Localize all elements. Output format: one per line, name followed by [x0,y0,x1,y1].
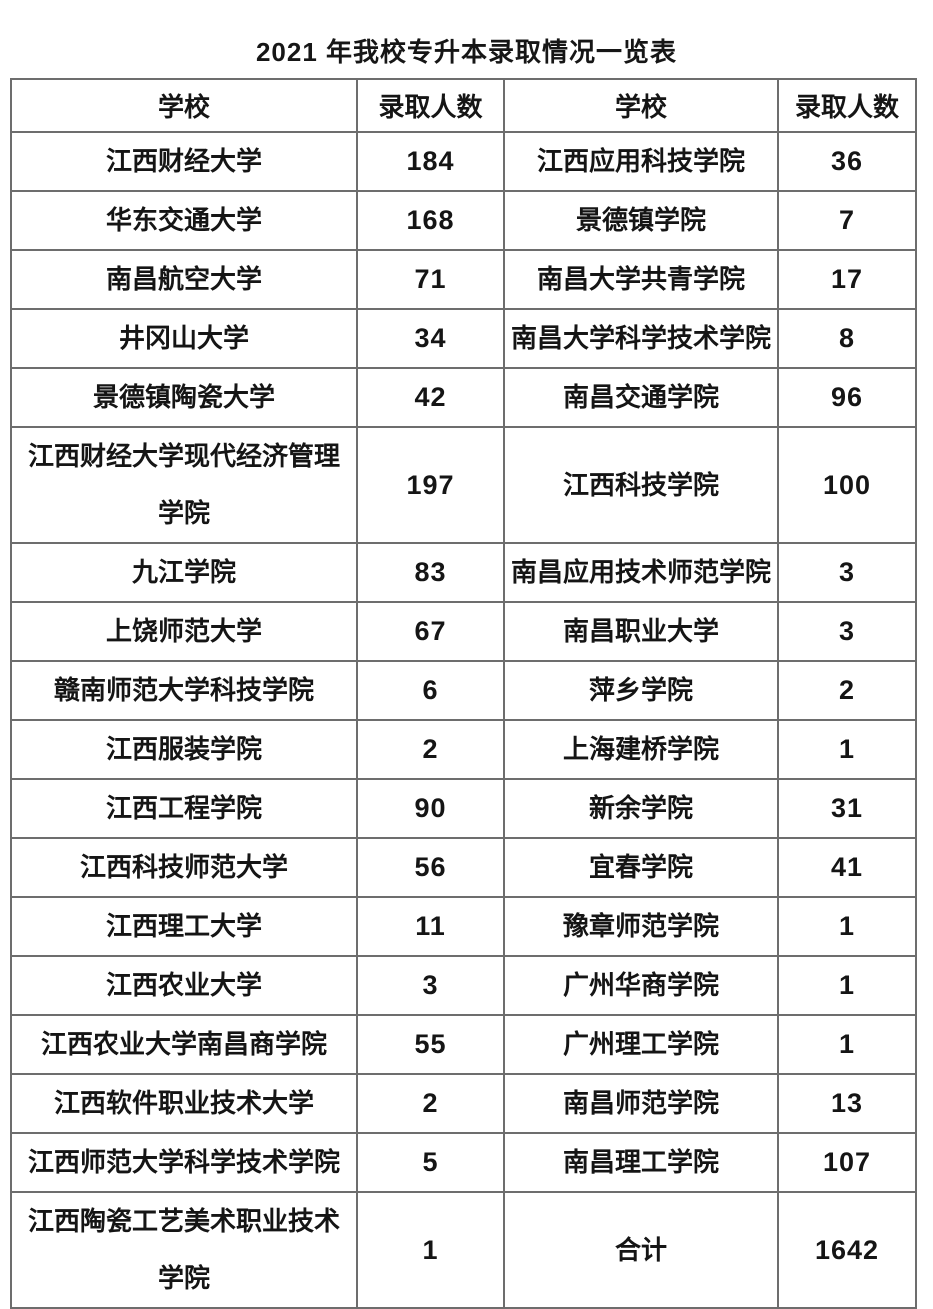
school-name-cell: 南昌大学科学技术学院 [503,308,779,369]
table-row: 南昌航空大学 71 南昌大学共青学院 17 [10,249,917,310]
admission-count-cell: 56 [356,837,505,898]
header-school-right: 学校 [503,78,779,133]
admission-count-cell: 1 [777,719,917,780]
admission-count-cell: 17 [777,249,917,310]
school-name-cell: 广州理工学院 [503,1014,779,1075]
school-name-cell: 华东交通大学 [10,190,358,251]
school-name-cell: 江西陶瓷工艺美术职业技术学院 [10,1191,358,1309]
school-name-cell: 景德镇学院 [503,190,779,251]
admission-count-cell: 197 [356,426,505,544]
school-name-cell: 萍乡学院 [503,660,779,721]
admission-count-cell: 42 [356,367,505,428]
admission-count-cell: 1 [777,1014,917,1075]
admission-count-cell: 1 [777,955,917,1016]
header-row: 学校 录取人数 学校 录取人数 [10,78,917,133]
admission-table: 学校 录取人数 学校 录取人数 江西财经大学 184 江西应用科技学院 36 华东交通大… [10,78,917,1309]
school-name-cell: 江西财经大学现代经济管理学院 [10,426,358,544]
admission-count-cell: 184 [356,131,505,192]
admission-count-cell: 2 [356,719,505,780]
table-row: 九江学院 83 南昌应用技术师范学院 3 [10,542,917,603]
admission-count-cell: 6 [356,660,505,721]
school-name-cell: 南昌理工学院 [503,1132,779,1193]
admission-count-cell: 107 [777,1132,917,1193]
table-row: 江西工程学院 90 新余学院 31 [10,778,917,839]
table-row: 井冈山大学 34 南昌大学科学技术学院 8 [10,308,917,369]
school-name-cell: 上饶师范大学 [10,601,358,662]
table-row: 江西师范大学科学技术学院 5 南昌理工学院 107 [10,1132,917,1193]
admission-count-cell: 83 [356,542,505,603]
admission-count-cell: 34 [356,308,505,369]
table-row: 赣南师范大学科技学院 6 萍乡学院 2 [10,660,917,721]
admission-count-cell: 8 [777,308,917,369]
school-name-cell: 江西软件职业技术大学 [10,1073,358,1134]
school-name-cell: 南昌航空大学 [10,249,358,310]
table-body: 江西财经大学 184 江西应用科技学院 36 华东交通大学 168 景德镇学院 7 南昌航空大学… [10,131,917,1309]
table-header: 学校 录取人数 学校 录取人数 [10,78,917,133]
admission-count-cell: 90 [356,778,505,839]
table-row: 江西财经大学现代经济管理学院 197 江西科技学院 100 [10,426,917,544]
school-name-cell: 南昌大学共青学院 [503,249,779,310]
table-row: 上饶师范大学 67 南昌职业大学 3 [10,601,917,662]
table-row: 江西软件职业技术大学 2 南昌师范学院 13 [10,1073,917,1134]
admission-count-cell: 2 [777,660,917,721]
header-count-left: 录取人数 [356,78,505,133]
admission-count-cell: 2 [356,1073,505,1134]
school-name-cell: 江西农业大学南昌商学院 [10,1014,358,1075]
school-name-cell: 江西应用科技学院 [503,131,779,192]
school-name-cell: 江西理工大学 [10,896,358,957]
school-name-cell: 江西农业大学 [10,955,358,1016]
admission-count-cell: 1 [356,1191,505,1309]
table-row: 景德镇陶瓷大学 42 南昌交通学院 96 [10,367,917,428]
admission-count-cell: 168 [356,190,505,251]
admission-count-cell: 13 [777,1073,917,1134]
total-label-cell: 合计 [503,1191,779,1309]
school-name-cell: 赣南师范大学科技学院 [10,660,358,721]
table-row: 江西服装学院 2 上海建桥学院 1 [10,719,917,780]
school-name-cell: 江西科技师范大学 [10,837,358,898]
school-name-cell: 南昌应用技术师范学院 [503,542,779,603]
admission-count-cell: 100 [777,426,917,544]
admission-count-cell: 5 [356,1132,505,1193]
school-name-cell: 广州华商学院 [503,955,779,1016]
school-name-cell: 江西工程学院 [10,778,358,839]
page-title: 2021 年我校专升本录取情况一览表 [255,37,678,67]
school-name-cell: 江西科技学院 [503,426,779,544]
admission-count-cell: 67 [356,601,505,662]
admission-count-cell: 31 [777,778,917,839]
school-name-cell: 南昌交通学院 [503,367,779,428]
school-name-cell: 江西服装学院 [10,719,358,780]
school-name-cell: 景德镇陶瓷大学 [10,367,358,428]
school-name-cell: 九江学院 [10,542,358,603]
school-name-cell: 新余学院 [503,778,779,839]
admission-count-cell: 1 [777,896,917,957]
header-count-right: 录取人数 [777,78,917,133]
admission-count-cell: 41 [777,837,917,898]
school-name-cell: 江西师范大学科学技术学院 [10,1132,358,1193]
admission-count-cell: 36 [777,131,917,192]
school-name-cell: 豫章师范学院 [503,896,779,957]
admission-count-cell: 96 [777,367,917,428]
admission-count-cell: 3 [777,542,917,603]
school-name-cell: 南昌职业大学 [503,601,779,662]
admission-count-cell: 11 [356,896,505,957]
school-name-cell: 上海建桥学院 [503,719,779,780]
admission-count-cell: 3 [777,601,917,662]
school-name-cell: 宜春学院 [503,837,779,898]
table-row: 江西农业大学南昌商学院 55 广州理工学院 1 [10,1014,917,1075]
admission-count-cell: 7 [777,190,917,251]
table-row: 江西农业大学 3 广州华商学院 1 [10,955,917,1016]
table-row: 江西科技师范大学 56 宜春学院 41 [10,837,917,898]
table-row: 江西财经大学 184 江西应用科技学院 36 [10,131,917,192]
school-name-cell: 井冈山大学 [10,308,358,369]
admission-count-cell: 71 [356,249,505,310]
total-row: 江西陶瓷工艺美术职业技术学院 1 合计 1642 [10,1191,917,1309]
table-row: 江西理工大学 11 豫章师范学院 1 [10,896,917,957]
admission-count-cell: 3 [356,955,505,1016]
header-school-left: 学校 [10,78,358,133]
school-name-cell: 南昌师范学院 [503,1073,779,1134]
school-name-cell: 江西财经大学 [10,131,358,192]
total-value-cell: 1642 [777,1191,917,1309]
table-row: 华东交通大学 168 景德镇学院 7 [10,190,917,251]
admission-count-cell: 55 [356,1014,505,1075]
